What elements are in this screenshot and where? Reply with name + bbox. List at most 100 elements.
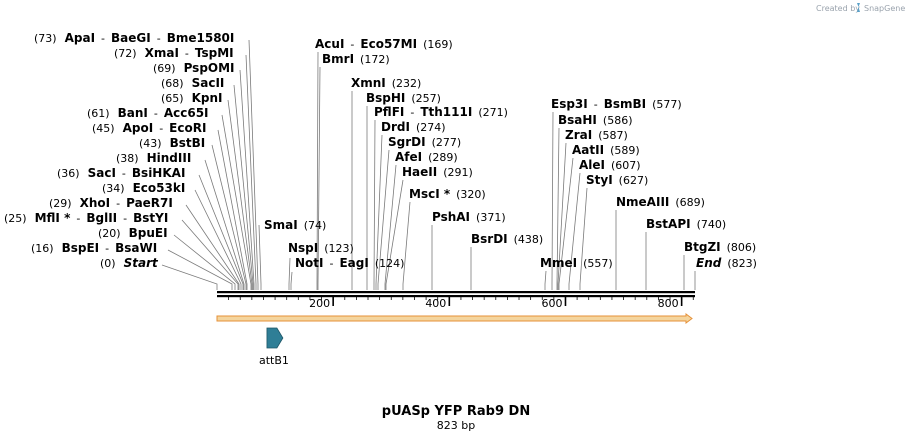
site-position: (320) (456, 188, 486, 201)
site-label-xmai[interactable]: (72) XmaI - TspMI (114, 46, 234, 60)
site-label-drdi[interactable]: DrdI (274) (381, 120, 446, 134)
enzyme-name: BtgZI (684, 240, 721, 254)
site-connector-pflfi (373, 119, 376, 290)
site-label-acui[interactable]: AcuI - Eco57MI (169) (315, 37, 453, 51)
backbone-top-strand (217, 291, 695, 294)
site-label-msci[interactable]: MscI * (320) (409, 187, 486, 201)
site-position: (38) (116, 152, 139, 165)
enzyme-name: ZraI (565, 128, 592, 142)
site-label-eco53ki[interactable]: (34) Eco53kI (102, 181, 185, 195)
site-label-apai[interactable]: (73) ApaI - BaeGI - Bme1580I (34, 31, 234, 45)
site-label-haeii[interactable]: HaeII (291) (402, 165, 473, 179)
site-position: (289) (428, 151, 458, 164)
site-position: (271) (478, 106, 508, 119)
site-label-pshai[interactable]: PshAI (371) (432, 210, 506, 224)
site-separator: - (123, 212, 127, 225)
site-position: (689) (675, 196, 705, 209)
site-connector-mfli (181, 219, 239, 290)
site-label-afei[interactable]: AfeI (289) (395, 150, 458, 164)
site-separator: - (122, 167, 126, 180)
site-connector-xmai (245, 54, 257, 290)
feature-attb1[interactable]: attB1 (259, 327, 289, 367)
site-label-sacii[interactable]: (68) SacII (161, 76, 224, 90)
tick-label: 400 (425, 297, 446, 310)
enzyme-name: BspHI (366, 91, 405, 105)
enzyme-name: Acc65I (164, 106, 209, 120)
site-connector-aatii (558, 157, 574, 290)
site-connector-saci (198, 174, 244, 290)
site-label-styi[interactable]: StyI (627) (586, 173, 648, 187)
orf-arrow-shape[interactable] (216, 313, 693, 324)
site-label-zrai[interactable]: ZraI (587) (565, 128, 628, 142)
enzyme-name: PshAI (432, 210, 470, 224)
site-label-start[interactable]: (0) Start (100, 256, 159, 270)
site-label-esp3i[interactable]: Esp3I - BsmBI (577) (551, 97, 682, 111)
site-position: (557) (583, 257, 613, 270)
enzyme-name: StyI (586, 173, 613, 187)
site-label-bstapi[interactable]: BstAPI (740) (646, 217, 726, 231)
site-label-bpuei[interactable]: (20) BpuEI (98, 226, 168, 240)
site-label-xhoi[interactable]: (29) XhoI - PaeR7I (49, 196, 173, 210)
site-position: (806) (727, 241, 757, 254)
site-connector-drdi (375, 134, 383, 290)
site-position: (124) (375, 257, 405, 270)
enzyme-name: AleI (579, 158, 605, 172)
site-label-bsphi[interactable]: BspHI (257) (366, 91, 441, 105)
site-label-bsrdi[interactable]: BsrDI (438) (471, 232, 543, 246)
enzyme-name: PspOMI (184, 61, 235, 75)
site-label-apoi[interactable]: (45) ApoI - EcoRI (92, 121, 206, 135)
site-label-bspei[interactable]: (16) BspEI - BsaWI (31, 241, 157, 255)
plasmid-name: pUASp YFP Rab9 DN (382, 404, 530, 419)
credit: Created by SnapGene (816, 3, 905, 13)
site-position: (607) (611, 159, 641, 172)
site-connector-haeii (385, 179, 404, 290)
site-label-bsahi[interactable]: BsaHI (586) (558, 113, 633, 127)
site-label-nmeaiii[interactable]: NmeAIII (689) (616, 195, 705, 209)
enzyme-name: End (696, 256, 722, 270)
site-separator: - (594, 98, 598, 111)
enzyme-name: ApoI (123, 121, 154, 135)
site-label-pspomi[interactable]: (69) PspOMI (153, 61, 235, 75)
enzyme-name: ApaI (65, 31, 95, 45)
site-label-smai[interactable]: SmaI (74) (264, 218, 326, 232)
site-connector-styi (579, 187, 588, 290)
site-position: (371) (476, 211, 506, 224)
site-connector-bspei (167, 249, 233, 290)
site-connectors (161, 39, 696, 290)
site-label-kpni[interactable]: (65) KpnI (161, 91, 223, 105)
site-label-bstbi[interactable]: (43) BstBI (139, 136, 205, 150)
site-label-saci[interactable]: (36) SacI - BsiHKAI (57, 166, 185, 180)
site-label-mmei[interactable]: MmeI (557) (540, 256, 613, 270)
site-label-sgrdi[interactable]: SgrDI (277) (388, 135, 461, 149)
site-position: (73) (34, 32, 57, 45)
enzyme-name: MflI * (35, 211, 71, 225)
site-label-alei[interactable]: AleI (607) (579, 158, 641, 172)
site-position: (740) (697, 218, 727, 231)
site-label-hindiii[interactable]: (38) HindIII (116, 151, 191, 165)
site-label-noti[interactable]: NotI - EagI (124) (295, 256, 404, 270)
site-separator: - (330, 257, 334, 270)
site-separator: - (350, 38, 354, 51)
site-label-btgzi[interactable]: BtgZI (806) (684, 240, 756, 254)
site-label-xmni[interactable]: XmnI (232) (351, 76, 421, 90)
site-connector-start (161, 264, 218, 290)
ruler-ticks: 200 400 600 800 (228, 297, 694, 310)
site-label-end[interactable]: End (823) (696, 256, 757, 270)
site-label-mfli[interactable]: (25) MflI * - BglII - BstYI (4, 211, 168, 225)
enzyme-name: AfeI (395, 150, 422, 164)
credit-brand: SnapGene (864, 4, 905, 13)
site-label-nspi[interactable]: NspI (123) (288, 241, 354, 255)
site-separator: - (116, 197, 120, 210)
site-label-aatii[interactable]: AatII (589) (572, 143, 640, 157)
site-label-pflfi[interactable]: PflFI - Tth111I (271) (374, 105, 508, 119)
enzyme-name: AcuI (315, 37, 344, 51)
enzyme-name: Start (124, 256, 159, 270)
site-position: (29) (49, 197, 72, 210)
site-position: (68) (161, 77, 184, 90)
enzyme-name: NspI (288, 241, 318, 255)
site-position: (72) (114, 47, 137, 60)
site-label-bmri[interactable]: BmrI (172) (322, 52, 390, 66)
enzyme-name: Bme1580I (167, 31, 235, 45)
site-connector-eco53ki (194, 189, 242, 290)
site-label-bani[interactable]: (61) BanI - Acc65I (87, 106, 209, 120)
